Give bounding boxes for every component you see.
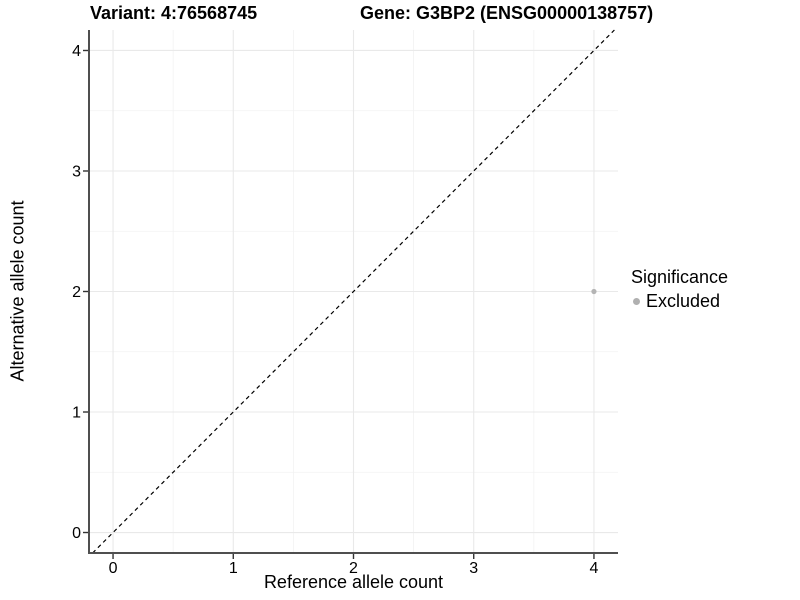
legend-entries: Excluded — [631, 291, 728, 312]
plot-title-variant: Variant: 4:76568745 — [90, 3, 258, 23]
legend-entry-label: Excluded — [646, 291, 721, 311]
x-tick-label: 4 — [590, 560, 599, 577]
y-tick-label: 3 — [72, 163, 81, 180]
legend: Significance Excluded — [631, 267, 728, 312]
x-tick-label: 0 — [109, 560, 118, 577]
x-tick-label: 1 — [229, 560, 238, 577]
y-tick-label: 4 — [72, 43, 81, 60]
y-tick-label: 2 — [72, 284, 81, 301]
x-axis-title: Reference allele count — [263, 572, 444, 592]
data-point — [591, 288, 597, 295]
x-tick-label: 2 — [349, 560, 358, 577]
x-tick-label: 3 — [469, 560, 478, 577]
y-tick-label: 1 — [72, 405, 81, 422]
y-axis-title: Alternative allele count — [7, 200, 28, 382]
legend-title: Significance — [631, 267, 729, 287]
y-tick-label: 0 — [72, 525, 81, 542]
legend-point-swatch — [633, 298, 640, 305]
legend-entry-excluded: Excluded — [633, 291, 728, 312]
plot-title-gene: Gene: G3BP2 (ENSG00000138757) — [360, 3, 654, 23]
identity-dashed-line — [92, 29, 615, 554]
